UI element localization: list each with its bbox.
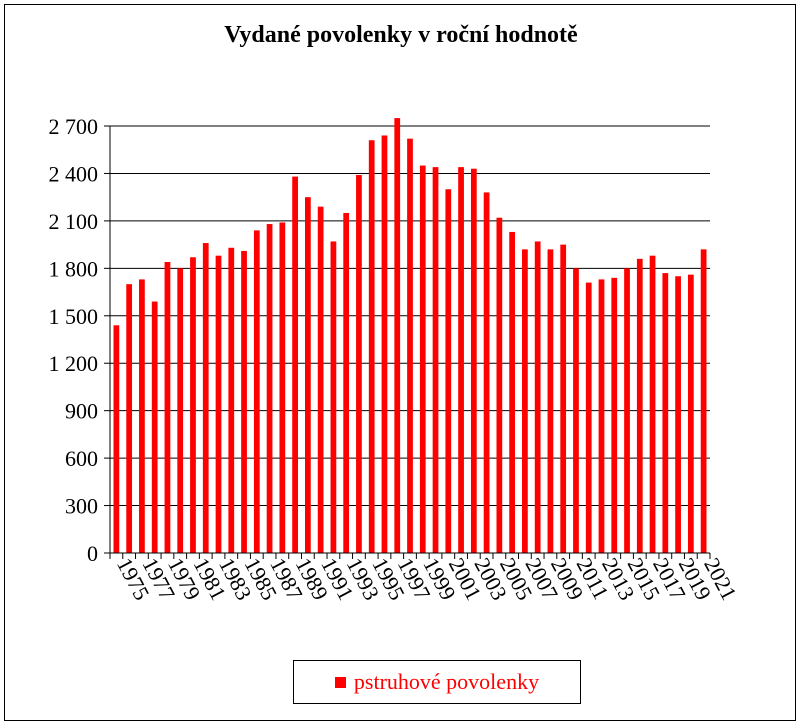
bar xyxy=(687,274,694,553)
y-tick-label: 1 200 xyxy=(49,351,99,376)
bar xyxy=(317,206,324,553)
bar xyxy=(662,273,669,553)
bar xyxy=(381,135,388,553)
bar xyxy=(585,282,592,553)
legend-swatch xyxy=(334,676,346,688)
bar xyxy=(470,168,477,553)
bar xyxy=(113,325,120,553)
bar xyxy=(483,192,490,553)
bar xyxy=(305,197,311,553)
bar xyxy=(202,243,209,553)
bar xyxy=(292,176,298,553)
bar xyxy=(190,257,196,553)
bar xyxy=(164,262,171,553)
bar xyxy=(509,231,515,553)
legend: pstruhové povolenky xyxy=(293,660,581,704)
bar xyxy=(458,167,464,553)
y-tick-label: 2 400 xyxy=(49,161,99,186)
bar xyxy=(522,249,528,553)
y-tick-label: 2 100 xyxy=(49,209,99,234)
bar xyxy=(177,268,184,553)
bar xyxy=(126,284,133,553)
bar xyxy=(445,189,452,553)
bar xyxy=(343,212,350,553)
bar xyxy=(560,244,567,553)
bar xyxy=(407,138,413,553)
bar xyxy=(700,249,707,553)
bar xyxy=(432,167,439,553)
bar xyxy=(279,222,286,553)
bar xyxy=(368,140,375,553)
legend-label: pstruhové povolenky xyxy=(353,669,540,694)
chart-title: Vydané povolenky v roční hodnotě xyxy=(224,22,578,48)
y-tick-label: 0 xyxy=(87,541,98,566)
y-tick-label: 600 xyxy=(65,446,98,471)
bar xyxy=(356,175,362,553)
bar xyxy=(534,241,541,553)
bar xyxy=(636,258,643,553)
y-tick-label: 2 700 xyxy=(49,114,99,139)
bar xyxy=(139,279,145,553)
bar xyxy=(496,217,503,553)
y-tick-label: 1 800 xyxy=(49,256,99,281)
bar xyxy=(394,118,401,553)
bar xyxy=(228,247,235,553)
bar xyxy=(241,250,247,553)
bar xyxy=(547,249,554,553)
bar xyxy=(253,230,260,553)
bar xyxy=(624,268,630,553)
bar xyxy=(573,268,579,553)
bar xyxy=(215,255,222,553)
bar xyxy=(598,279,605,553)
bar xyxy=(266,224,273,553)
bar xyxy=(419,165,426,553)
bar xyxy=(151,301,158,553)
y-tick-label: 1 500 xyxy=(49,304,99,329)
bar xyxy=(611,277,618,553)
y-tick-label: 900 xyxy=(65,399,98,424)
bar xyxy=(675,276,681,553)
y-tick-label: 300 xyxy=(65,494,98,519)
bar xyxy=(330,241,337,553)
bar xyxy=(649,255,656,553)
